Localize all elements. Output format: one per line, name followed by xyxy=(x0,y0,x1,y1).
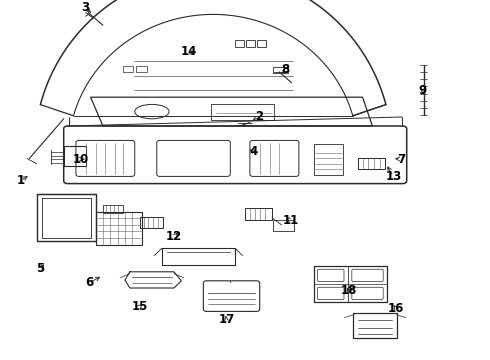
Bar xyxy=(235,40,244,47)
Text: 6: 6 xyxy=(86,276,94,289)
Text: 7: 7 xyxy=(397,153,405,166)
Text: 17: 17 xyxy=(218,313,235,326)
Text: 12: 12 xyxy=(166,230,182,243)
Text: 18: 18 xyxy=(341,284,357,297)
Bar xyxy=(136,66,147,72)
Text: 3: 3 xyxy=(82,1,90,14)
Text: 4: 4 xyxy=(250,145,258,158)
Bar xyxy=(273,220,294,231)
Text: 9: 9 xyxy=(419,84,427,97)
Text: 11: 11 xyxy=(282,214,299,227)
Bar xyxy=(245,208,272,220)
Text: 14: 14 xyxy=(180,45,197,58)
Bar xyxy=(273,67,288,73)
Bar xyxy=(314,144,343,175)
Bar xyxy=(358,158,385,169)
Text: 5: 5 xyxy=(36,262,44,275)
Bar xyxy=(211,104,274,120)
Text: 2: 2 xyxy=(255,111,263,123)
Bar xyxy=(246,40,255,47)
Bar xyxy=(122,66,133,72)
Text: 13: 13 xyxy=(385,170,402,183)
Bar xyxy=(257,40,266,47)
Bar xyxy=(103,205,122,213)
Text: 15: 15 xyxy=(131,300,148,313)
Text: 1: 1 xyxy=(17,174,24,187)
Bar xyxy=(96,212,142,245)
Bar xyxy=(64,146,86,166)
Text: 16: 16 xyxy=(388,302,404,315)
Bar xyxy=(140,217,163,228)
Text: 10: 10 xyxy=(73,153,89,166)
Text: 8: 8 xyxy=(282,63,290,76)
